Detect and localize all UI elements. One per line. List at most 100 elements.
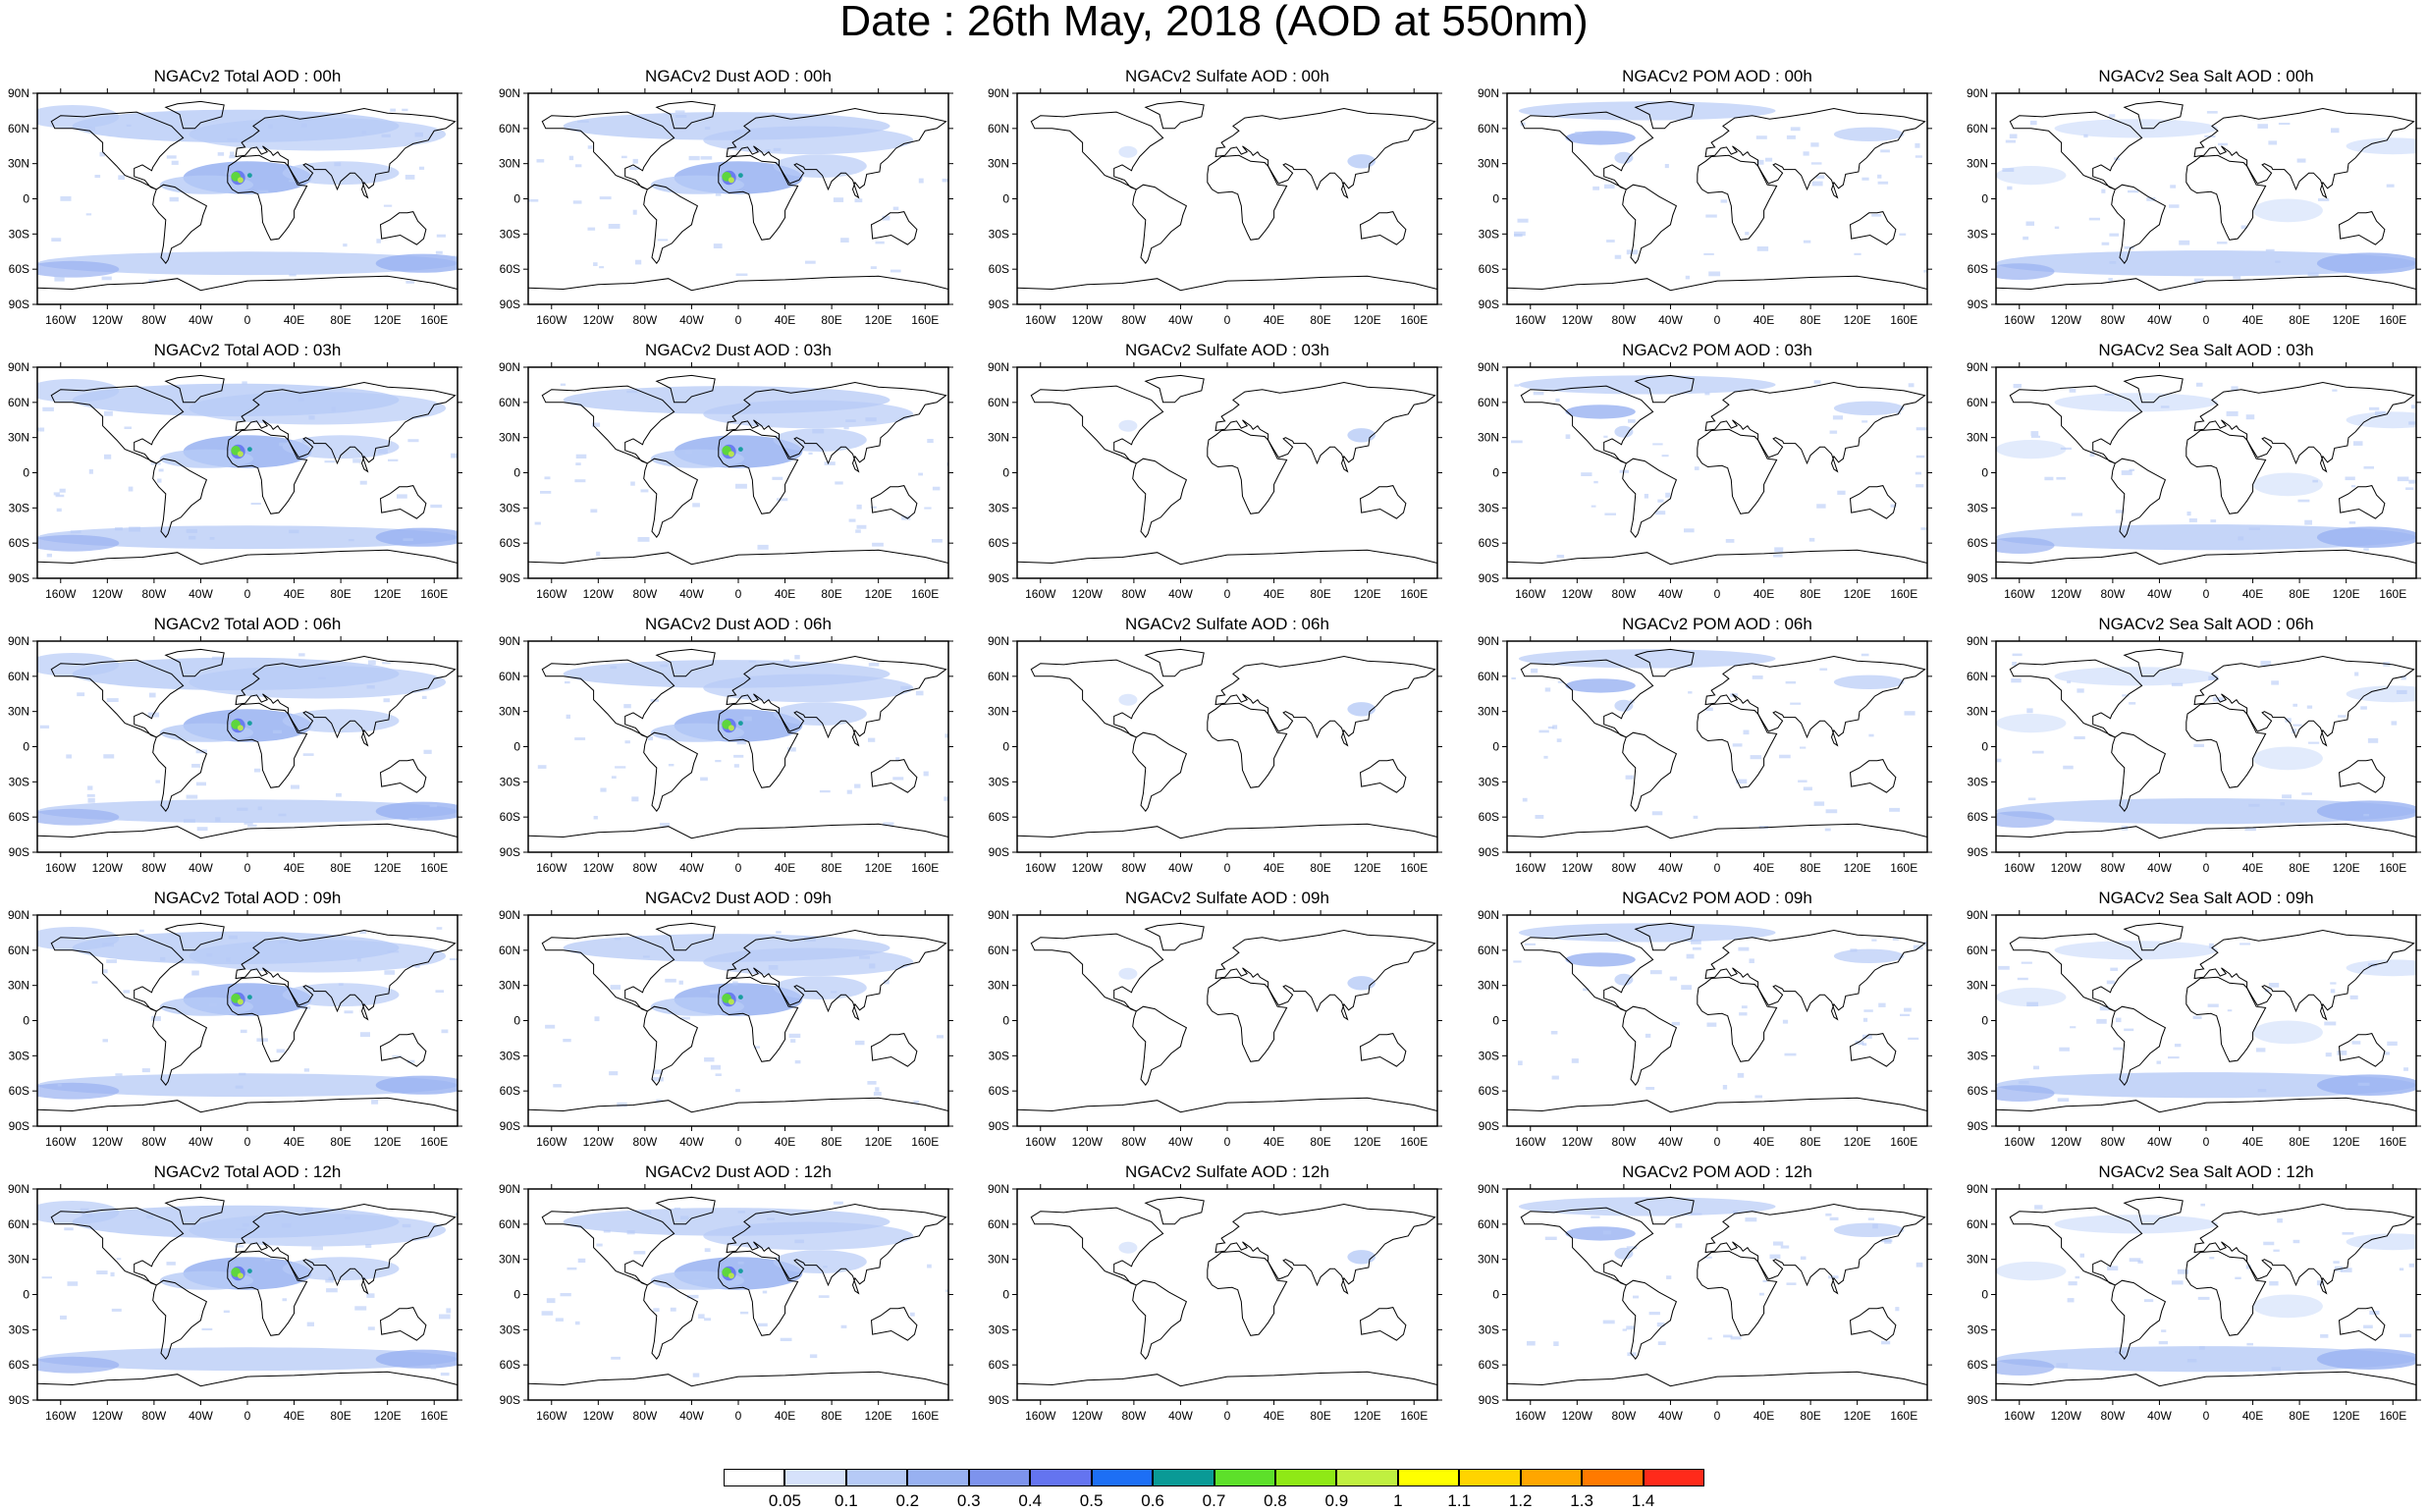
- aod-cell: [1547, 726, 1554, 729]
- lon-tick-label: 160W: [2004, 1135, 2035, 1149]
- aod-cell: [762, 1290, 768, 1294]
- aod-cell: [253, 768, 261, 773]
- lat-tick-label: 60N: [1967, 122, 1988, 135]
- aod-cell: [600, 787, 607, 792]
- aod-cell: [1773, 1241, 1784, 1246]
- lat-tick-label: 90S: [500, 845, 520, 859]
- coastline-antarctica: [37, 1371, 458, 1387]
- lon-tick-label: 120W: [92, 587, 124, 601]
- aod-cell: [1614, 254, 1622, 259]
- lat-tick-label: 0: [513, 466, 520, 480]
- aod-cell: [2408, 421, 2416, 425]
- aod-cell: [141, 1068, 150, 1073]
- aod-cell: [574, 737, 586, 740]
- lat-tick-label: 0: [23, 1014, 29, 1028]
- aod-cell: [66, 754, 72, 759]
- aod-cell: [201, 1327, 213, 1330]
- aod-cell: [715, 1073, 722, 1076]
- colorbar-labels: 0.05 0.1 0.2 0.3 0.4 0.5 0.6 0.7 0.8 0.9 1 1.1 1.2 1.…: [724, 1492, 1704, 1512]
- aod-cell: [2208, 943, 2214, 948]
- dust-hotspot: [738, 1269, 743, 1273]
- aod-cell: [753, 1046, 760, 1049]
- aod-cell: [603, 1229, 611, 1233]
- coastline-eurasia: [1214, 107, 1436, 199]
- aod-cell: [328, 1276, 337, 1281]
- aod-cell: [1895, 1307, 1900, 1312]
- lat-tick-label: 30S: [989, 1323, 1009, 1336]
- aod-cell: [1723, 1334, 1733, 1338]
- aod-cell: [2011, 678, 2022, 683]
- aod-cell: [633, 1251, 646, 1255]
- lon-tick-label: 120E: [2333, 861, 2360, 875]
- aod-cell: [1604, 513, 1616, 515]
- lon-tick-label: 80W: [633, 587, 658, 601]
- aod-cell: [1513, 960, 1522, 963]
- aod-cell: [715, 191, 722, 196]
- lon-tick-label: 40E: [2242, 1135, 2263, 1149]
- aod-cell: [230, 151, 235, 157]
- aod-cell: [155, 780, 161, 783]
- colorbar-label: 1.1: [1447, 1491, 1472, 1510]
- aod-cell: [1892, 938, 1899, 941]
- aod-field: [2316, 800, 2416, 822]
- map-panel-total-4: NGACv2 Total AOD : 12h 90N 60N 30N 0 30S 60S 90…: [0, 1162, 491, 1435]
- map-panel-sulfate-1: NGACv2 Sulfate AOD : 03h 90N 60N 30N 0 30S 60S…: [980, 341, 1471, 614]
- lat-tick-label: 0: [1002, 1288, 1009, 1302]
- aod-cell: [1602, 1230, 1612, 1235]
- lat-tick-label: 90N: [1967, 910, 1988, 922]
- lat-tick-label: 30S: [500, 775, 520, 788]
- map-panel-total-2: NGACv2 Total AOD : 06h 90N 60N 30N 0 30S 60S 90…: [0, 615, 491, 888]
- lon-tick-label: 160E: [1400, 1409, 1428, 1423]
- lat-tick-label: 60S: [989, 536, 1009, 550]
- colorbar-swatches: [724, 1469, 1704, 1488]
- aod-cell: [377, 449, 388, 455]
- aod-cell: [414, 132, 423, 137]
- aod-cell: [2115, 510, 2125, 513]
- aod-cell: [944, 733, 948, 738]
- lon-tick-label: 120W: [1562, 313, 1593, 327]
- aod-field: [2346, 959, 2416, 977]
- aod-cell: [91, 981, 98, 984]
- aod-cell: [2026, 708, 2033, 714]
- aod-cell: [884, 979, 890, 985]
- aod-field: [1518, 649, 1776, 669]
- aod-cell: [2174, 1044, 2182, 1048]
- lon-tick-label: 160E: [2379, 313, 2406, 327]
- aod-cell: [735, 273, 748, 276]
- aod-cell: [2056, 1363, 2069, 1368]
- aod-cell: [735, 483, 747, 489]
- dust-hotspot: [247, 721, 252, 726]
- coastline-eurasia: [2193, 107, 2415, 199]
- coastline-africa: [2185, 1250, 2267, 1336]
- aod-cell: [773, 147, 782, 151]
- aod-cell: [892, 206, 899, 210]
- coastline-africa: [2185, 428, 2267, 514]
- lat-tick-label: 30N: [1478, 1253, 1499, 1267]
- aod-cell: [2196, 382, 2203, 387]
- aod-cell: [1790, 702, 1802, 705]
- aod-cell: [2304, 519, 2312, 525]
- lat-tick-label: 60N: [988, 122, 1009, 135]
- aod-field: [189, 940, 447, 973]
- aod-cell: [1884, 1239, 1892, 1244]
- aod-cell: [637, 537, 650, 542]
- lat-tick-label: 60S: [9, 1084, 29, 1098]
- aod-cell: [1749, 958, 1754, 963]
- aod-cell: [421, 695, 427, 699]
- lon-tick-label: 160E: [2379, 1135, 2406, 1149]
- lat-tick-label: 30S: [500, 227, 520, 241]
- aod-cell: [384, 970, 396, 975]
- coastline-northAmerica: [50, 659, 185, 738]
- coastline-africa: [1697, 154, 1778, 241]
- lon-tick-label: 80W: [1122, 313, 1147, 327]
- aod-cell: [835, 481, 843, 485]
- map-panel-pom-4: NGACv2 POM AOD : 12h 90N 60N 30N 0 30S 60S 90S 1…: [1470, 1162, 1961, 1435]
- aod-cell: [1862, 1017, 1868, 1022]
- coastline-southAmerica: [1132, 731, 1188, 813]
- aod-cell: [2353, 441, 2363, 446]
- lon-tick-label: 80W: [2101, 861, 2126, 875]
- aod-cell: [668, 764, 674, 767]
- lon-tick-label: 0: [2203, 313, 2210, 327]
- aod-field: [2346, 137, 2416, 155]
